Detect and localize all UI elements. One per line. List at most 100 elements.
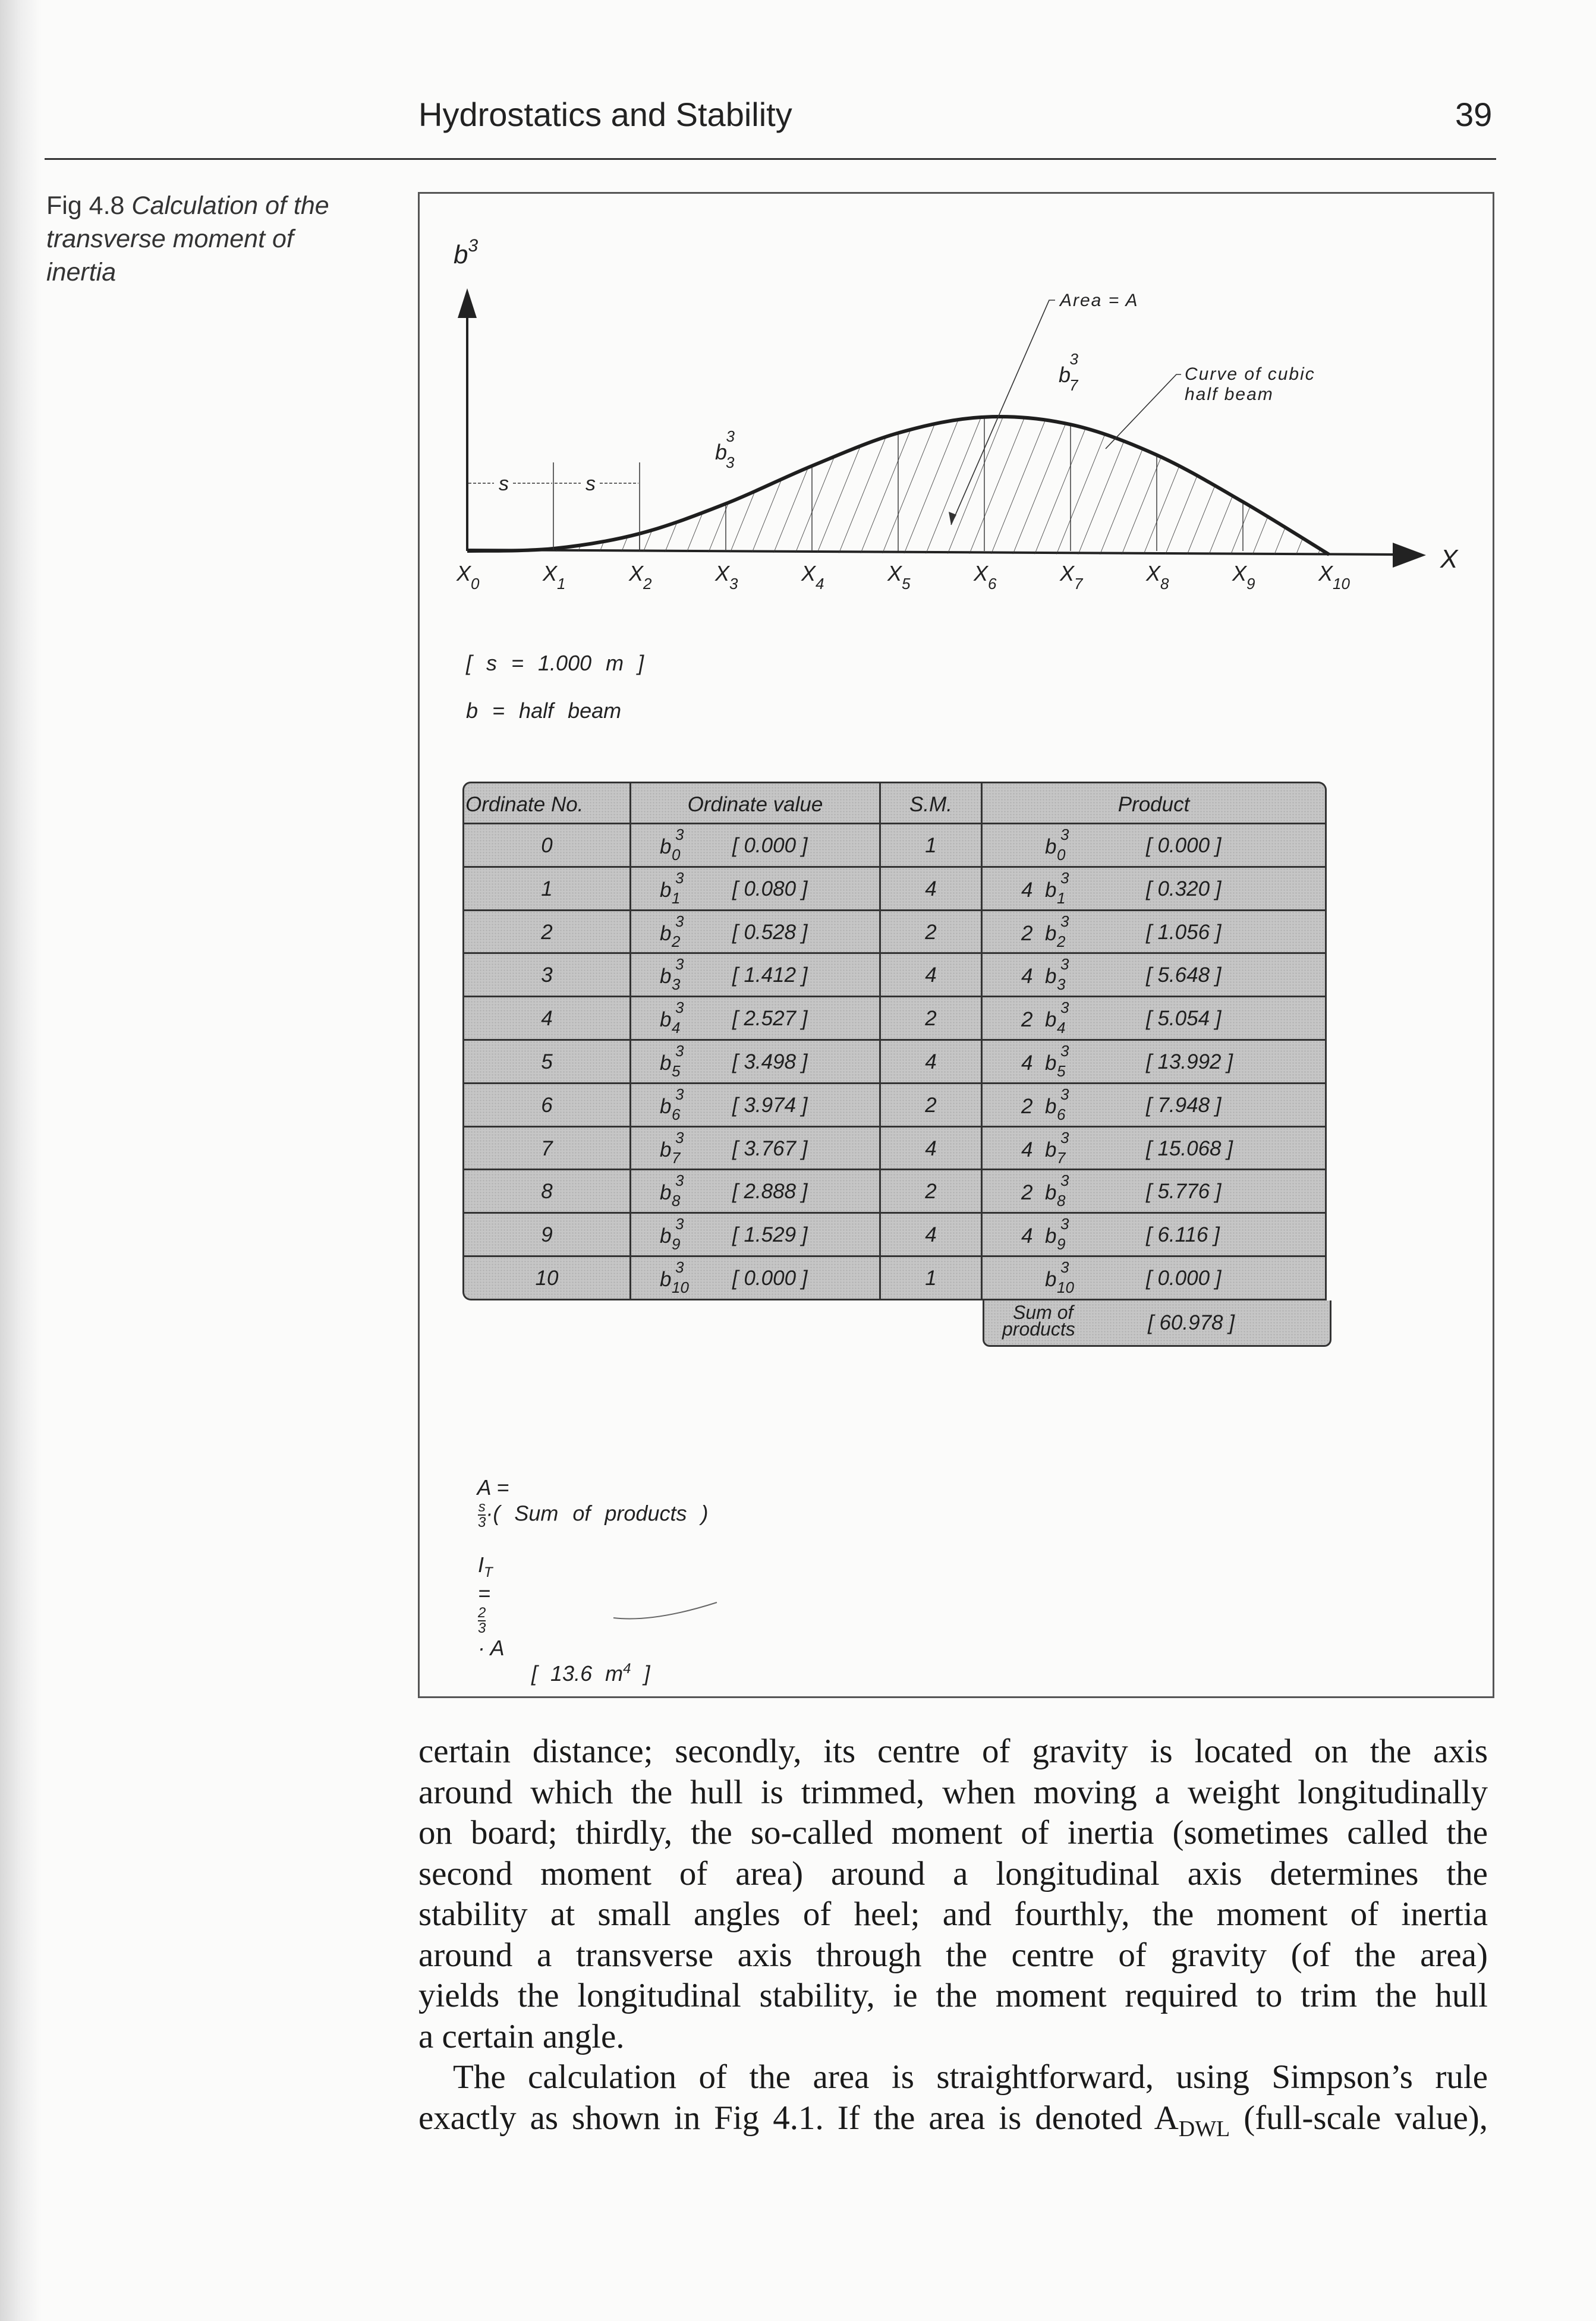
text-line: around a transverse axis through the cen… [418, 1936, 1488, 1974]
ordinate-value-cell: b 6 3 [ 3.974 ] [631, 1084, 881, 1128]
figure-frame [418, 192, 1494, 1698]
spacing-label: s [585, 473, 596, 495]
subscript: 5 [672, 1062, 681, 1080]
coefficient: 2 [1021, 921, 1033, 945]
b-symbol: b [1045, 1224, 1057, 1248]
x-station-label: X5 [887, 561, 911, 593]
subscript: 6 [1057, 1105, 1066, 1123]
ordinate-value-cell: b 5 3 [ 3.498 ] [631, 1041, 881, 1084]
area-leader-line [950, 300, 1055, 525]
ordinate-value: [ 3.498 ] [732, 1050, 808, 1073]
ordinate-value: [ 2.527 ] [732, 1007, 808, 1031]
curve-label: half beam [1185, 385, 1274, 404]
x-station-label: X4 [801, 561, 824, 593]
y-axis-arrow-icon [458, 288, 477, 318]
product-value: [ 6.116 ] [1146, 1223, 1220, 1247]
ordinate-value: [ 1.529 ] [732, 1223, 808, 1247]
x-station-label: X3 [714, 561, 738, 593]
ordinate-number: 7 [541, 1136, 553, 1160]
superscript: 3 [1060, 1258, 1069, 1276]
product-cell: 4 b 3 3 [ 5.648 ] [983, 954, 1327, 998]
subscript: 10 [672, 1278, 689, 1296]
x-axis-label: X [1440, 544, 1459, 574]
ordinate-value: [ 3.974 ] [732, 1093, 808, 1117]
header-label: S.M. [909, 793, 952, 816]
b-symbol: b [660, 1008, 672, 1032]
b-symbol: b [660, 965, 672, 988]
half-beam-note: b = half beam [466, 698, 622, 723]
product-cell: b 10 3 [ 0.000 ] [983, 1257, 1327, 1300]
b-symbol: b [660, 878, 672, 902]
ordinate-value-cell: b 10 3 [ 0.000 ] [631, 1257, 881, 1300]
figure-caption: Fig 4.8 Calculation of the transverse mo… [46, 189, 329, 289]
coefficient: 4 [1021, 1224, 1033, 1248]
superscript: 3 [1060, 1042, 1069, 1060]
subscript: 1 [672, 889, 681, 907]
subscript: 9 [672, 1235, 681, 1254]
ordinate-value: [ 0.080 ] [732, 877, 808, 900]
ordinate-value-cell: b 7 3 [ 3.767 ] [631, 1127, 881, 1171]
sum-label: products [1002, 1318, 1075, 1340]
simpson-multiplier-cell: 4 [881, 954, 983, 998]
b-symbol: b [660, 1051, 672, 1075]
ordinate-number-cell: 10 [462, 1257, 631, 1300]
table-header-cell: Ordinate No. [462, 782, 631, 824]
b-symbol: b [660, 1268, 672, 1291]
superscript: 3 [675, 1258, 684, 1276]
coefficient: 4 [1021, 965, 1033, 988]
coefficient: 4 [1021, 1051, 1033, 1075]
ordinate-value-cell: b 0 3 [ 0.000 ] [631, 824, 881, 868]
pencil-mark [613, 1602, 717, 1620]
ordinate-number-cell: 1 [462, 867, 631, 911]
b7-cubed-label: b73 [1059, 350, 1079, 394]
product-value: [ 5.776 ] [1146, 1180, 1222, 1204]
b-symbol: b [1045, 1138, 1057, 1161]
subscript: 3 [1057, 975, 1066, 994]
subscript: 1 [1057, 889, 1066, 907]
x-station-label: X0 [456, 561, 480, 593]
simpson-multiplier-cell: 4 [881, 1041, 983, 1084]
text-line: around which the hull is trimmed, when m… [418, 1773, 1488, 1811]
b-symbol: b [660, 1181, 672, 1205]
b-symbol: b [1045, 1008, 1057, 1032]
product-value: [ 5.648 ] [1146, 963, 1222, 987]
b-symbol: b [1045, 835, 1057, 858]
cubic-half-beam-curve [467, 415, 1330, 556]
cubic-half-beam-graph: b3 X X0 X1 X2 X3 X4 X5 X6 X7 X8 X9 X10 s s b33 b73… [454, 236, 1459, 593]
simpson-multiplier-cell: 1 [881, 1257, 983, 1300]
b-symbol: b [1045, 965, 1057, 988]
x-station-label: X9 [1232, 561, 1255, 593]
superscript: 3 [1060, 1215, 1069, 1233]
header-label: Ordinate No. [465, 793, 584, 816]
superscript: 3 [1060, 1085, 1069, 1103]
superscript: 3 [1060, 868, 1069, 887]
x-station-labels: X0 X1 X2 X3 X4 X5 X6 X7 X8 X9 X10 [456, 561, 1350, 593]
ordinate-number-cell: 9 [462, 1214, 631, 1257]
superscript: 3 [1060, 1171, 1069, 1190]
subscript: 3 [672, 975, 681, 994]
coefficient: 2 [1021, 1094, 1033, 1118]
caption-label: Fig 4.8 [46, 191, 125, 220]
superscript: 3 [1060, 955, 1069, 974]
b3-cubed-label: b33 [715, 427, 735, 471]
simpson-multiplier: 4 [925, 1050, 937, 1073]
superscript: 3 [675, 955, 684, 974]
b-symbol: b [660, 1094, 672, 1118]
b-symbol: b [1045, 1181, 1057, 1205]
b-symbol: b [660, 1138, 672, 1161]
ordinate-value: [ 3.767 ] [732, 1136, 808, 1160]
superscript: 3 [675, 868, 684, 887]
product-value: [ 7.948 ] [1146, 1093, 1222, 1117]
simpson-multiplier: 4 [925, 1223, 937, 1247]
subscript: 6 [672, 1105, 681, 1123]
coefficient: 4 [1021, 878, 1033, 902]
b-symbol: b [660, 1224, 672, 1248]
sum-value: [ 60.978 ] [1148, 1311, 1235, 1334]
simpson-multiplier-cell: 4 [881, 1214, 983, 1257]
ordinate-number: 5 [541, 1050, 553, 1073]
superscript: 3 [675, 826, 684, 843]
x-station-label: X2 [628, 561, 652, 593]
product-value: [ 5.054 ] [1146, 1007, 1222, 1031]
product-value: [ 13.992 ] [1146, 1050, 1233, 1073]
